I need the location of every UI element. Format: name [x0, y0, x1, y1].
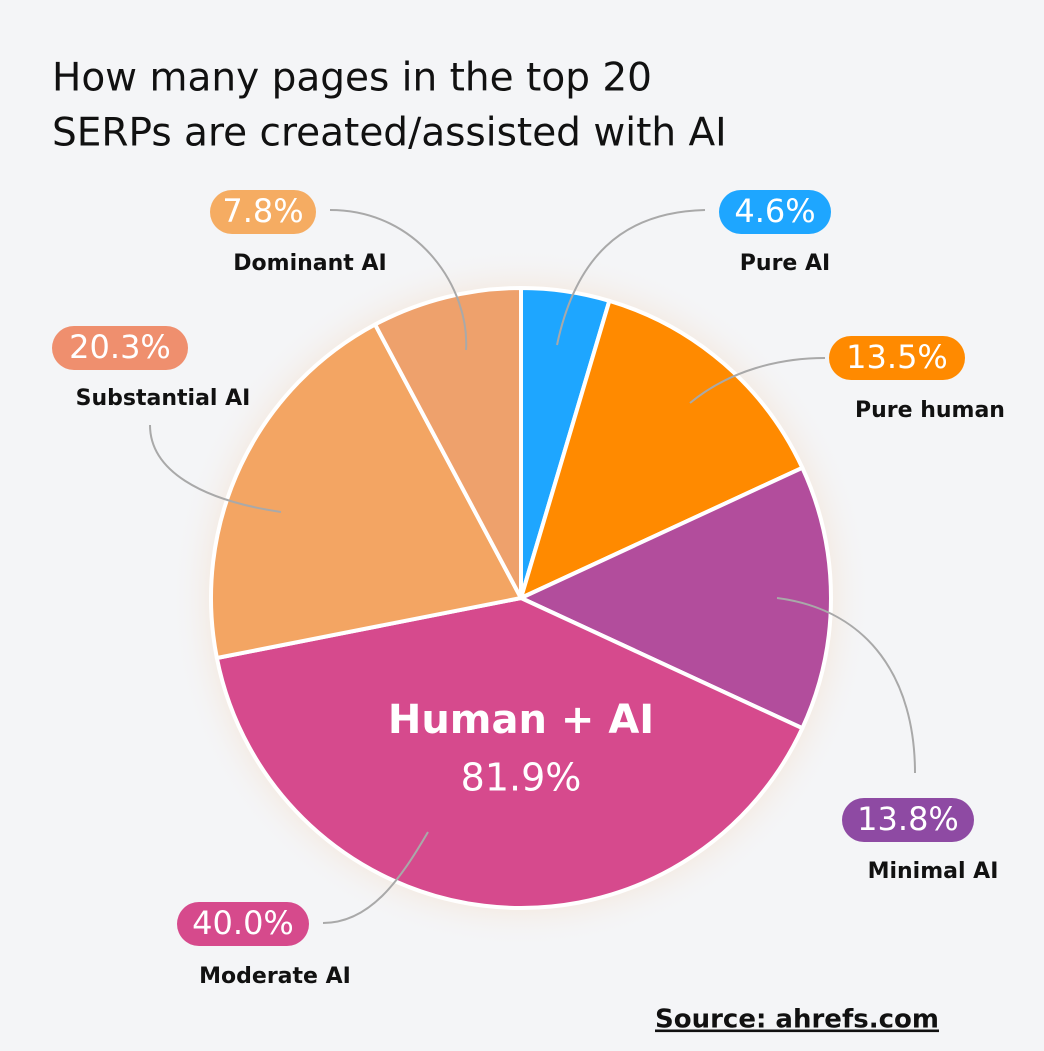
chart-title: How many pages in the top 20 [52, 56, 652, 101]
pie-slice [214, 596, 805, 910]
label-pill [177, 902, 309, 946]
chart-title: SERPs are created/assisted with AI [52, 111, 727, 156]
leader-line [322, 831, 429, 924]
category-label: Substantial AI [76, 386, 251, 411]
label-pill [719, 190, 831, 234]
leader-line [149, 424, 282, 513]
category-label: Pure AI [740, 251, 830, 276]
source: Source: ahrefs.com [655, 1005, 939, 1035]
value-label: 40.0% [192, 904, 294, 942]
pie [209, 286, 833, 910]
label-pill [829, 336, 965, 380]
category-label: Moderate AI [199, 964, 351, 989]
annotation-title: Human + AI [388, 697, 654, 743]
value-label: 7.8% [222, 192, 303, 230]
label-pill [210, 190, 316, 234]
leader-line [689, 357, 826, 404]
pie-slice [209, 322, 523, 660]
pie-slice [519, 465, 833, 731]
category-label: Minimal AI [868, 859, 999, 884]
category-label: Pure human [855, 398, 1005, 423]
label-pill [52, 326, 188, 370]
leader-line [556, 209, 706, 346]
leader-line [329, 209, 468, 351]
annotation-value: 81.9% [461, 756, 582, 800]
value-label: 20.3% [69, 328, 171, 366]
category-label: Dominant AI [233, 251, 386, 276]
labels: 4.6% Pure AI 13.5% Pure human 13.8% Minimal A… [52, 190, 1005, 989]
label-pill [842, 798, 974, 842]
pie-slice [519, 298, 805, 600]
value-label: 13.8% [857, 800, 959, 838]
pie-slice [373, 286, 523, 600]
leader-line [776, 597, 916, 774]
value-label: 4.6% [734, 192, 815, 230]
value-label: 13.5% [846, 338, 948, 376]
